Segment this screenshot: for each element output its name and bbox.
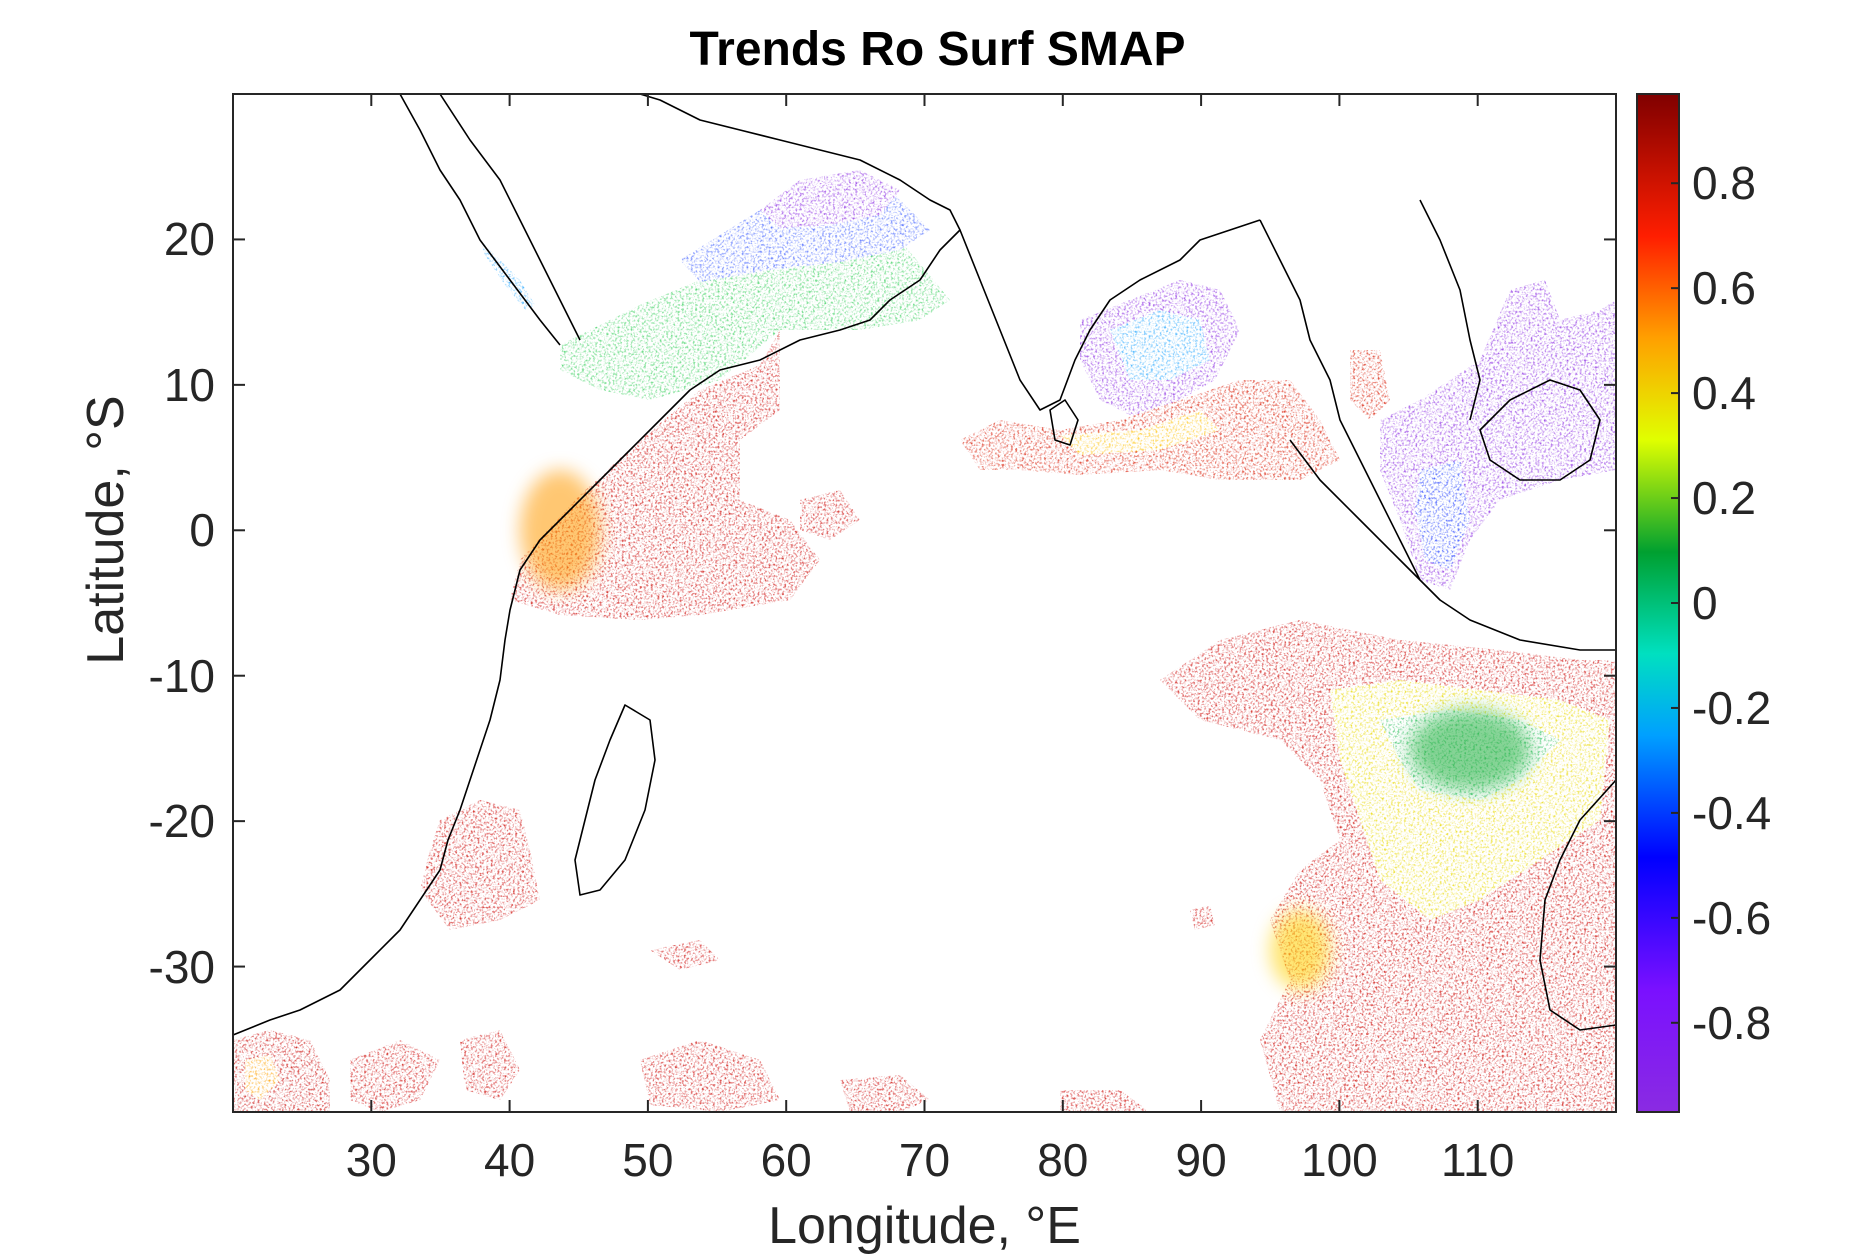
- colorbar-tick-label: 0.6: [1692, 262, 1756, 315]
- colorbar-tick-marks: [1671, 182, 1679, 1024]
- x-tick-label: 80: [1037, 1134, 1089, 1186]
- x-tick-label: 70: [898, 1134, 951, 1186]
- x-tick-label: 90: [1175, 1134, 1227, 1186]
- y-tick-label: 20: [163, 213, 215, 266]
- coastline-australia: [1539, 779, 1616, 1031]
- x-tick-label: 100: [1301, 1134, 1378, 1186]
- colorbar-tick-label: -0.6: [1692, 891, 1772, 944]
- y-tick-marks: [233, 238, 1616, 968]
- coastline-myanmar-malaysia: [1259, 219, 1421, 581]
- y-tick-label: 10: [163, 358, 215, 411]
- x-tick-label: 50: [622, 1134, 674, 1186]
- region-northern-arabian-violet: [760, 170, 900, 228]
- coastline-madagascar: [574, 704, 656, 896]
- x-tick-label: 40: [484, 1134, 536, 1186]
- y-tick-label: -20: [148, 795, 215, 848]
- colorbar-tick-label: 0.2: [1692, 472, 1756, 525]
- y-tick-label: 0: [189, 504, 215, 557]
- coastline-india: [959, 219, 1261, 411]
- y-tick-label: -30: [148, 940, 215, 993]
- x-tick-label: 60: [760, 1134, 812, 1186]
- heatmap-layer: [233, 170, 1616, 1112]
- x-tick-label: 30: [345, 1134, 397, 1186]
- region-mozambique-channel: [420, 800, 540, 930]
- coastlines: [233, 94, 1616, 1036]
- coastline-borneo: [1479, 379, 1601, 481]
- coastline-red-sea-west: [399, 94, 561, 346]
- x-tick-label: 110: [1441, 1134, 1515, 1186]
- coastline-sri-lanka: [1049, 399, 1079, 446]
- colorbar-tick-label: 0: [1692, 577, 1718, 629]
- y-tick-label: -10: [148, 649, 215, 702]
- x-axis-label: Longitude, °E: [768, 1197, 1081, 1255]
- chart-title: Trends Ro Surf SMAP: [689, 23, 1186, 76]
- coastline-sumatra: [1289, 439, 1616, 651]
- coastline-africa-arabia: [233, 94, 961, 1036]
- coastline-indochina: [1419, 199, 1481, 421]
- colorbar-tick-label: -0.2: [1692, 681, 1772, 734]
- colorbar-tick-label: -0.4: [1692, 786, 1772, 839]
- colorbar-tick-label: -0.8: [1692, 996, 1772, 1049]
- region-central-arabian-sea: [560, 240, 950, 400]
- coastline-red-sea-east: [439, 94, 581, 341]
- x-tick-marks: [370, 94, 1479, 1112]
- colorbar-tick-label: 0.8: [1692, 157, 1756, 210]
- colorbar-tick-label: 0.4: [1692, 367, 1756, 420]
